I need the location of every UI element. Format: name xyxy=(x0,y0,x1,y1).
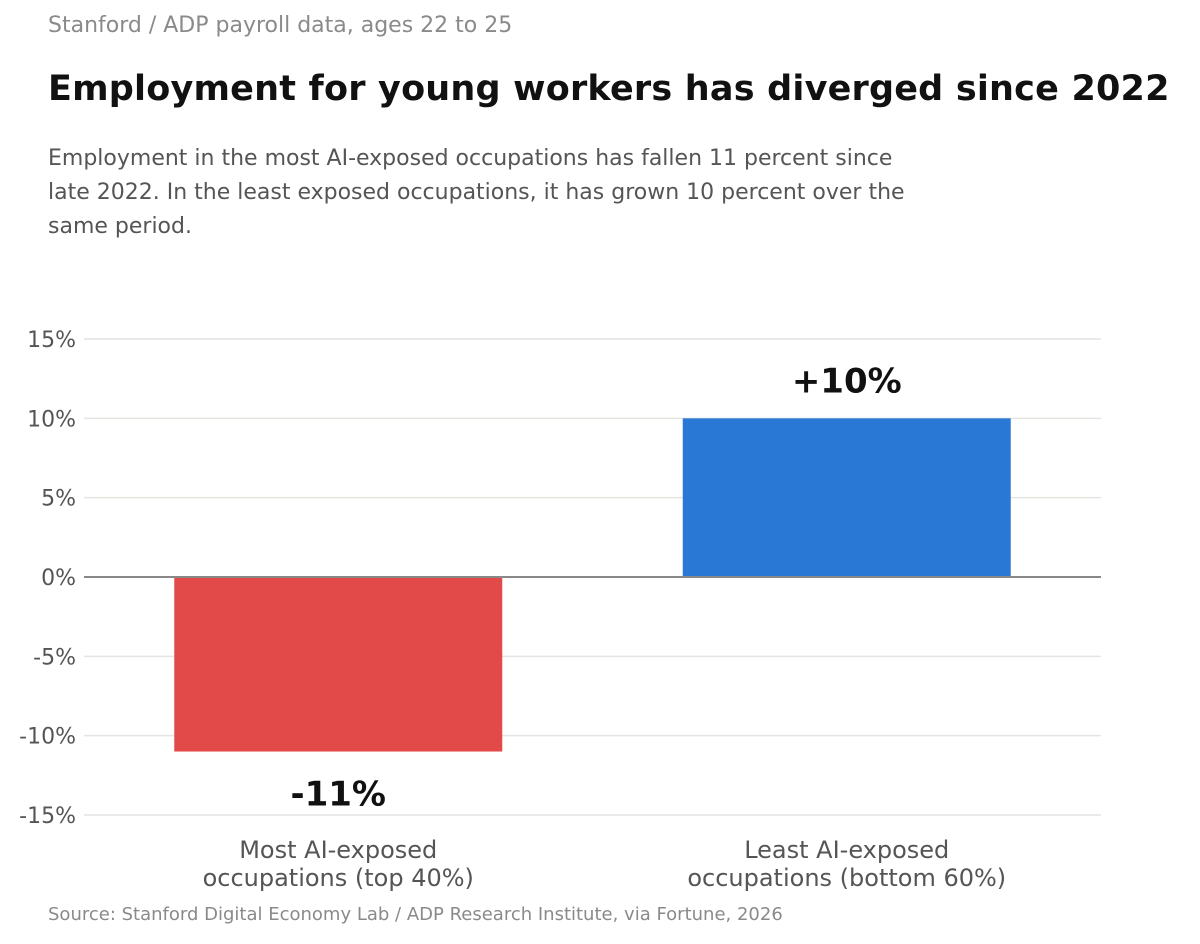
x-category-label: Least AI-exposed xyxy=(744,836,949,864)
x-category-label: occupations (bottom 60%) xyxy=(687,864,1006,892)
chart-subtitle: Employment in the most AI-exposed occupa… xyxy=(48,146,905,239)
data-label: -11% xyxy=(291,775,387,815)
y-tick-label: 15% xyxy=(27,328,76,353)
y-tick-label: 0% xyxy=(41,566,76,591)
bar xyxy=(174,577,503,752)
x-category-label: Most AI-exposed xyxy=(239,836,437,864)
source-note: Source: Stanford Digital Economy Lab / A… xyxy=(48,904,783,925)
y-tick-label: 5% xyxy=(41,487,76,512)
y-tick-label: -15% xyxy=(19,804,76,829)
chart-title: Employment for young workers has diverge… xyxy=(48,69,1170,109)
y-tick-label: 10% xyxy=(27,407,76,432)
data-label: +10% xyxy=(792,361,902,401)
bar xyxy=(682,418,1011,577)
y-tick-label: -10% xyxy=(19,725,76,750)
chart-kicker: Stanford / ADP payroll data, ages 22 to … xyxy=(48,13,513,38)
y-tick-label: -5% xyxy=(33,645,76,670)
x-category-label: occupations (top 40%) xyxy=(203,864,474,892)
